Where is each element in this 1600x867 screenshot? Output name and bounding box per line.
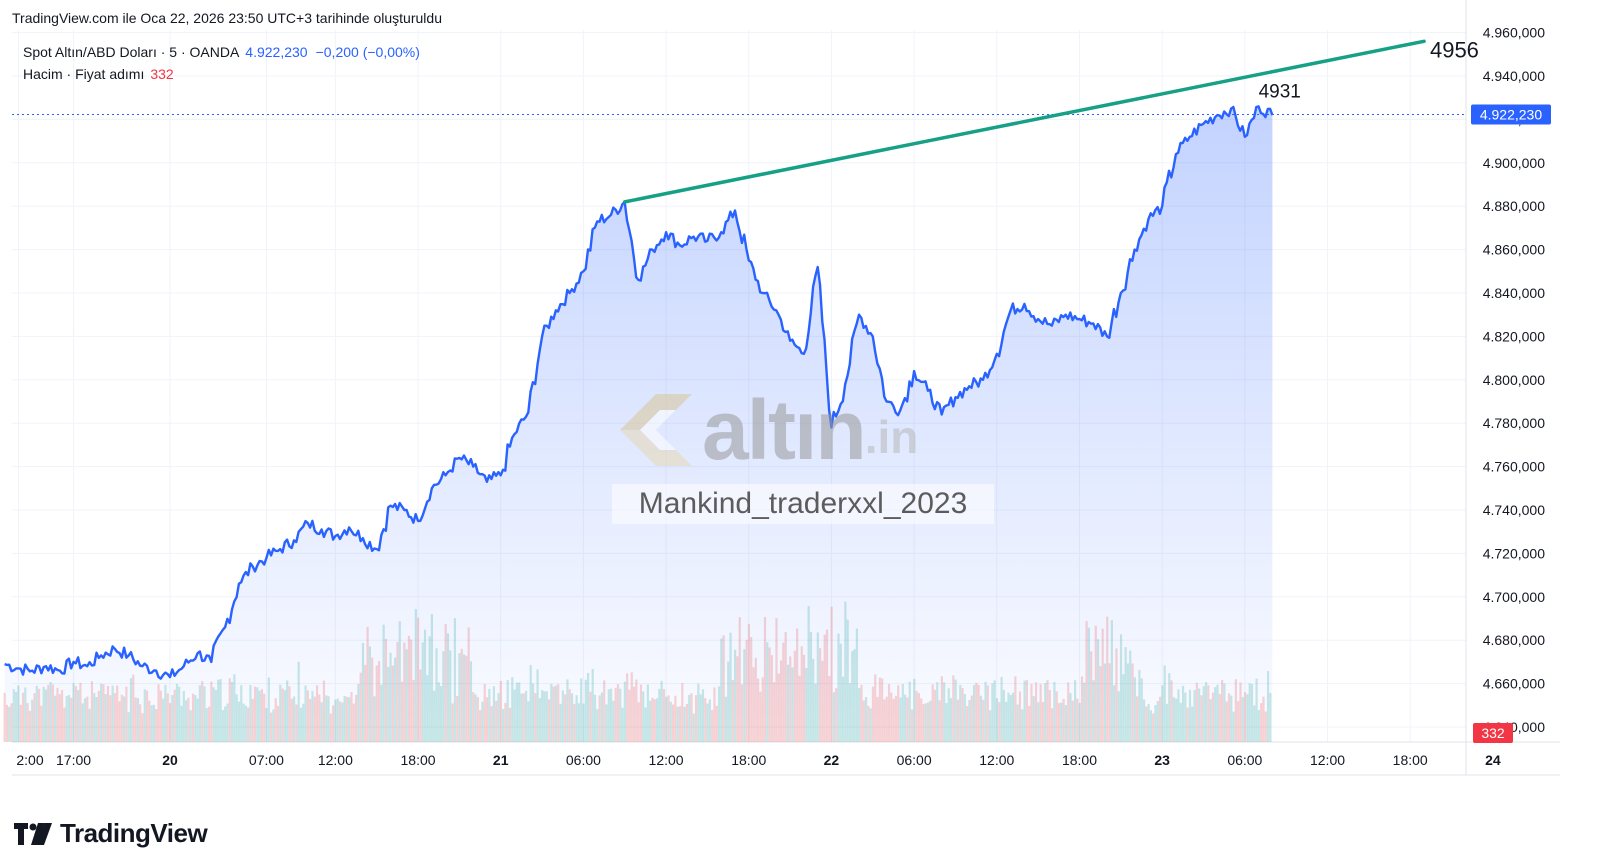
brand-name: TradingView — [60, 818, 208, 848]
time-tick-label: 12:00 — [318, 752, 353, 768]
watermark-tld: .in — [864, 411, 919, 463]
time-tick-label: 24 — [1485, 752, 1501, 768]
price-tick-label: 4.940,000 — [1483, 68, 1545, 84]
snapshot-caption: TradingView.com ile Oca 22, 2026 23:50 U… — [12, 10, 442, 26]
price-tick-label: 4.840,000 — [1483, 285, 1545, 301]
price-tick-label: 4.680,000 — [1483, 632, 1545, 648]
time-tick-label: 12:00 — [979, 752, 1014, 768]
price-axis[interactable]: 4.960,0004.940,0004.920,0004.900,0004.88… — [1483, 25, 1545, 735]
watermark-logo: altın .in — [610, 388, 918, 472]
price-tick-label: 4.740,000 — [1483, 502, 1545, 518]
time-tick-label: 12:00 — [1310, 752, 1345, 768]
time-tick-label: 23 — [1154, 752, 1170, 768]
time-tick-label: 2:00 — [16, 752, 43, 768]
last-price-badge-text: 4.922,230 — [1480, 107, 1542, 123]
symbol-legend[interactable]: Spot Altın/ABD Doları · 5 · OANDA 4.922,2… — [23, 44, 420, 60]
time-tick-label: 18:00 — [1393, 752, 1428, 768]
price-tick-label: 4.800,000 — [1483, 372, 1545, 388]
time-tick-label: 06:00 — [1227, 752, 1262, 768]
price-tick-label: 4.660,000 — [1483, 676, 1545, 692]
watermark-brand: altın — [702, 383, 867, 477]
tradingview-logo-icon — [14, 822, 52, 845]
legend-change: −0,200 (−0,00%) — [315, 44, 420, 60]
axis-price-labels: 4.922,230 332 — [1471, 104, 1551, 743]
volume-badge-text: 332 — [1481, 725, 1505, 741]
watermark-author: Mankind_traderxxl_2023 — [612, 484, 994, 524]
price-tick-label: 4.700,000 — [1483, 589, 1545, 605]
price-tick-label: 4.900,000 — [1483, 155, 1545, 171]
price-tick-label: 4.860,000 — [1483, 242, 1545, 258]
time-tick-label: 18:00 — [731, 752, 766, 768]
price-tick-label: 4.760,000 — [1483, 459, 1545, 475]
price-tick-label: 4.960,000 — [1483, 25, 1545, 41]
volume-badge — [1473, 723, 1513, 743]
chart-annotations: 4931 4956 — [1259, 37, 1479, 102]
symbol-name: Spot Altın/ABD Doları · 5 · OANDA — [23, 44, 240, 60]
trend-line[interactable] — [622, 39, 1426, 204]
volume-legend-label: Hacim · Fiyat adımı — [23, 66, 145, 82]
price-tick-label: 4.820,000 — [1483, 328, 1545, 344]
price-tick-label: 4.720,000 — [1483, 545, 1545, 561]
annotation-label: 4931 — [1259, 82, 1301, 103]
price-series-line — [4, 105, 1274, 680]
legend-price: 4.922,230 — [245, 44, 308, 60]
tradingview-brand[interactable]: TradingView — [14, 818, 208, 849]
time-tick-label: 22 — [824, 752, 840, 768]
time-tick-label: 18:00 — [1062, 752, 1097, 768]
time-tick-label: 07:00 — [249, 752, 284, 768]
time-axis[interactable]: 2:00 17:00 20 07:00 12:00 18:00 21 06:00 12:00 18… — [16, 752, 1501, 768]
volume-legend[interactable]: Hacim · Fiyat adımı 332 — [23, 66, 174, 82]
time-tick-label: 18:00 — [401, 752, 436, 768]
time-tick-label: 06:00 — [566, 752, 601, 768]
time-tick-label: 20 — [162, 752, 178, 768]
price-tick-label: 4.780,000 — [1483, 415, 1545, 431]
time-tick-label: 21 — [493, 752, 509, 768]
time-tick-label: 17:00 — [56, 752, 91, 768]
time-tick-label: 12:00 — [649, 752, 684, 768]
volume-legend-value: 332 — [150, 66, 174, 82]
time-tick-label: 06:00 — [897, 752, 932, 768]
watermark-icon — [620, 394, 692, 466]
annotation-label: 4956 — [1430, 37, 1479, 62]
last-price-badge — [1471, 104, 1551, 125]
price-tick-label: 4.880,000 — [1483, 198, 1545, 214]
